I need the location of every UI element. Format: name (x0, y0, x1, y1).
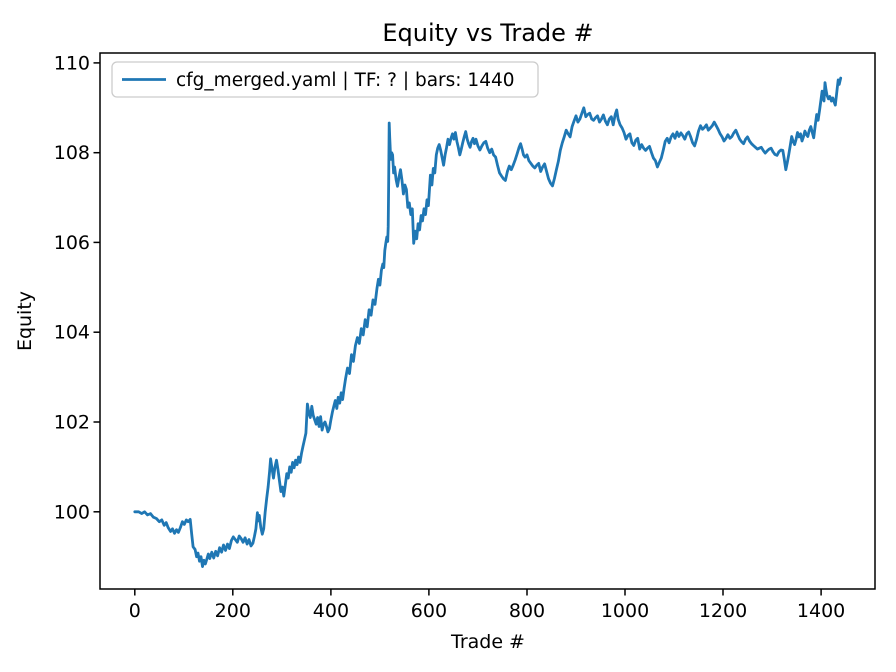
legend: cfg_merged.yaml | TF: ? | bars: 1440 (111, 61, 539, 98)
y-tick-label: 104 (54, 322, 90, 344)
x-tick-label: 200 (215, 600, 251, 622)
x-tick-label: 400 (313, 600, 349, 622)
x-tick-label: 1000 (601, 600, 649, 622)
y-tick-label: 102 (54, 412, 90, 434)
chart-title: Equity vs Trade # (382, 19, 593, 47)
y-axis-label: Equity (14, 291, 36, 351)
x-tick-label: 600 (411, 600, 447, 622)
y-axis-tick-labels: 100 102 104 106 108 110 (54, 52, 90, 523)
x-tick-label: 800 (509, 600, 545, 622)
x-tick-label: 0 (129, 600, 141, 622)
y-axis-ticks (93, 62, 100, 513)
equity-series-line (133, 76, 843, 568)
series-group (133, 76, 843, 568)
x-tick-label: 1400 (797, 600, 845, 622)
y-tick-label: 108 (54, 142, 90, 164)
legend-box (111, 61, 539, 98)
plot-area (99, 52, 876, 590)
x-axis-tick-labels: 0 200 400 600 800 1000 1200 1400 (129, 600, 846, 622)
y-tick-label: 110 (54, 52, 90, 74)
y-tick-label: 106 (54, 232, 90, 254)
legend-label: cfg_merged.yaml | TF: ? | bars: 1440 (176, 70, 515, 91)
x-axis-ticks (134, 589, 822, 596)
y-tick-label: 100 (54, 501, 90, 523)
x-axis-label: Trade # (450, 631, 525, 653)
x-tick-label: 1200 (699, 600, 747, 622)
